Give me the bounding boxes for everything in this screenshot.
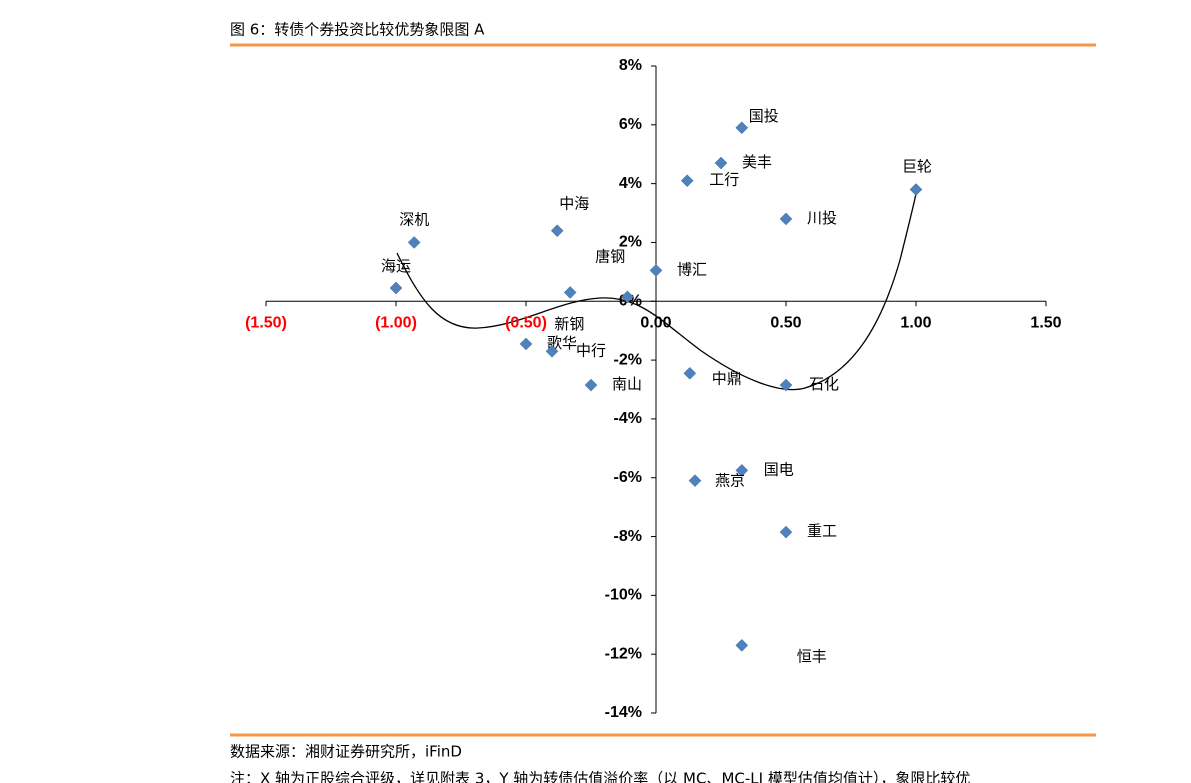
y-tick-label: -2% [614, 351, 642, 368]
point [550, 224, 564, 238]
point-label: 中鼎 [712, 369, 742, 387]
point-label: 新钢 [554, 315, 584, 333]
point [909, 183, 923, 196]
x-tick-label: 0.00 [640, 314, 671, 331]
point [779, 212, 793, 226]
source: 数据来源：湘财证券研究所，iFinD [230, 743, 462, 761]
point-label: 中海 [559, 195, 589, 213]
point [714, 156, 728, 170]
point-label: 中行 [576, 341, 606, 359]
y-tick-label: -4% [614, 410, 642, 427]
point [680, 174, 694, 188]
point-label: 巨轮 [902, 158, 932, 176]
point [584, 378, 598, 392]
y-tick-label: -6% [614, 469, 642, 486]
x-tick-label: 1.50 [1030, 314, 1061, 331]
y-tick-label: -12% [605, 645, 642, 662]
y-tick-label: -8% [614, 528, 642, 545]
point [683, 366, 697, 380]
y-tick-label: 4% [619, 175, 642, 192]
trend-curve [396, 188, 918, 391]
y-tick-label: 2% [619, 234, 642, 251]
point-label: 重工 [807, 522, 837, 540]
y-tick-label: 6% [619, 116, 642, 133]
point-label: 燕京 [715, 472, 745, 490]
chart-title: 图 6：转债个券投资比较优势象限图 A [230, 21, 485, 39]
point-label: 海运 [381, 257, 411, 275]
point [779, 525, 793, 539]
point-label: 国投 [749, 107, 779, 125]
x-tick-label: 1.00 [900, 314, 931, 331]
point [735, 464, 749, 477]
point-label: 南山 [612, 375, 642, 393]
point [779, 378, 793, 392]
y-tick-label: 8% [619, 57, 642, 74]
point-label: 石化 [809, 375, 839, 393]
y-tick-label: -10% [605, 587, 642, 604]
point-label: 工行 [709, 171, 739, 189]
point-label: 歌华 [547, 334, 577, 352]
point [389, 281, 403, 295]
point-label: 博汇 [677, 260, 707, 278]
point-label: 国电 [764, 460, 794, 478]
point [735, 639, 749, 652]
y-tick-label: -14% [605, 704, 642, 721]
point-label: 恒丰 [797, 647, 827, 665]
point [563, 286, 577, 299]
point-label: 美丰 [742, 153, 772, 171]
point [649, 264, 663, 277]
point [407, 236, 421, 249]
point-label: 川投 [807, 209, 837, 227]
point-label: 唐钢 [595, 247, 625, 265]
x-tick-label: (1.50) [245, 314, 287, 331]
point [688, 474, 702, 488]
point [621, 290, 634, 304]
x-tick-label: 0.50 [770, 314, 801, 331]
point [519, 337, 533, 351]
point [545, 344, 559, 358]
point-label: 深机 [399, 210, 429, 228]
note: 注：X 轴为正股综合评级，详见附表 3，Y 轴为转债估值溢价率（以 MC、MC-… [230, 770, 970, 783]
x-tick-label: (0.50) [505, 314, 547, 331]
x-tick-label: (1.00) [375, 314, 417, 331]
point [735, 121, 749, 135]
